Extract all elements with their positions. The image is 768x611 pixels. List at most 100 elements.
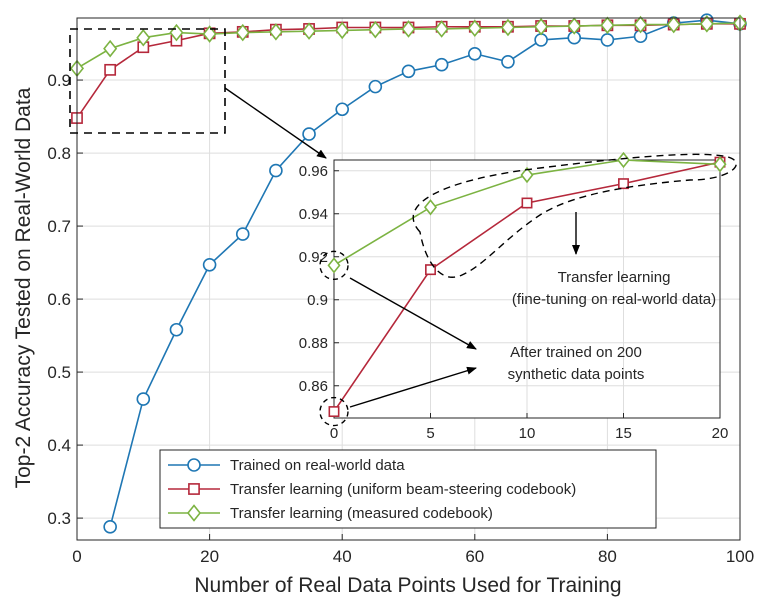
synthetic-annotation-line2: synthetic data points bbox=[508, 366, 645, 383]
data-point-real-data bbox=[434, 57, 449, 72]
inset-x-tick-label: 10 bbox=[519, 425, 536, 442]
inset-data-point-uniform-codebook bbox=[425, 264, 436, 276]
data-point-real-data bbox=[136, 392, 151, 406]
data-point-measured-codebook bbox=[302, 22, 317, 40]
data-point-measured-codebook bbox=[136, 28, 151, 47]
data-point-measured-codebook bbox=[268, 23, 283, 41]
data-point-real-data bbox=[501, 55, 515, 69]
start-point-circle-measured bbox=[319, 250, 349, 281]
legend-entry-real-data: Trained on real-world data bbox=[168, 457, 405, 474]
y-tick-label: 0.9 bbox=[47, 71, 71, 90]
data-point-uniform-codebook bbox=[104, 63, 117, 76]
main-series bbox=[69, 13, 748, 534]
data-point-real-data bbox=[401, 64, 416, 79]
y-tick-label: 0.6 bbox=[47, 290, 71, 309]
plot-frame bbox=[76, 17, 741, 541]
data-point-real-data bbox=[534, 33, 548, 47]
synthetic-arrow-bottom bbox=[349, 366, 477, 408]
inset-data-point-measured-codebook bbox=[713, 156, 727, 173]
data-point-real-data bbox=[169, 322, 184, 337]
data-point-measured-codebook bbox=[401, 20, 416, 38]
x-tick-label: 40 bbox=[333, 547, 352, 566]
inset-y-tick-label: 0.96 bbox=[299, 163, 328, 180]
x-tick-label: 20 bbox=[200, 547, 219, 566]
inset-x-tick-label: 0 bbox=[330, 425, 338, 442]
legend-entry-uniform-codebook: Transfer learning (uniform beam-steering… bbox=[168, 481, 576, 498]
inset-data-point-measured-codebook bbox=[423, 199, 438, 216]
data-point-real-data bbox=[368, 79, 383, 94]
x-tick-label: 0 bbox=[72, 547, 81, 566]
inset-y-tick-label: 0.86 bbox=[299, 378, 328, 395]
data-point-measured-codebook bbox=[202, 25, 217, 43]
legend-swatch-marker bbox=[188, 483, 200, 495]
inset-data-point-uniform-codebook bbox=[521, 197, 533, 209]
inset-x-tick-label: 20 bbox=[712, 425, 729, 442]
data-point-measured-codebook bbox=[235, 23, 250, 42]
transfer-learning-annotation-line1: Transfer learning bbox=[558, 269, 671, 286]
inset-data-point-uniform-codebook bbox=[618, 178, 629, 190]
data-point-measured-codebook bbox=[567, 17, 582, 35]
data-point-measured-codebook bbox=[368, 20, 383, 39]
data-point-measured-codebook bbox=[467, 19, 482, 38]
legend-box bbox=[159, 449, 657, 529]
y-tick-label: 0.8 bbox=[47, 144, 71, 163]
data-point-real-data bbox=[302, 127, 316, 141]
synthetic-annotation-line1: After trained on 200 bbox=[510, 344, 642, 361]
inset-y-tick-label: 0.94 bbox=[299, 206, 328, 223]
legend-swatch-marker bbox=[187, 458, 201, 472]
inset-data-point-measured-codebook bbox=[520, 166, 534, 184]
x-tick-label: 80 bbox=[598, 547, 617, 566]
inset-x-tick-label: 5 bbox=[426, 425, 434, 442]
data-point-measured-codebook bbox=[666, 15, 681, 34]
data-point-measured-codebook bbox=[335, 21, 350, 40]
x-axis-label: Number of Real Data Points Used for Trai… bbox=[194, 574, 621, 597]
inset-y-tick-label: 0.92 bbox=[299, 249, 328, 266]
data-point-real-data bbox=[335, 102, 350, 117]
zoom-region-box bbox=[69, 28, 226, 134]
y-tick-label: 0.3 bbox=[47, 509, 71, 528]
transfer-learning-annotation-line2: (fine-tuning on real-world data) bbox=[512, 291, 716, 308]
transfer-learning-ellipse bbox=[412, 153, 737, 278]
inset-x-tick-label: 15 bbox=[615, 425, 632, 442]
series-measured-codebook bbox=[69, 14, 748, 78]
legend-label: Transfer learning (uniform beam-steering… bbox=[230, 481, 576, 498]
data-point-real-data bbox=[103, 520, 117, 534]
synthetic-arrow-top bbox=[349, 277, 477, 350]
inset-plot: 0 5 10 15 20 0.86 0.88 0.9 0.92 0.94 0.96 bbox=[299, 151, 729, 442]
zoom-arrow bbox=[224, 87, 327, 159]
inset-frame bbox=[333, 159, 721, 419]
data-point-measured-codebook bbox=[633, 15, 648, 34]
legend: Trained on real-world data Transfer learn… bbox=[159, 449, 657, 529]
data-point-real-data bbox=[467, 46, 482, 61]
annotation-layer: Transfer learning (fine-tuning on real-wo… bbox=[224, 87, 737, 427]
data-point-measured-codebook bbox=[534, 17, 549, 36]
data-point-measured-codebook bbox=[600, 16, 615, 35]
y-tick-label: 0.4 bbox=[47, 436, 71, 455]
inset-y-tick-label: 0.9 bbox=[307, 292, 328, 309]
main-axes bbox=[76, 17, 741, 541]
inset-series-measured-codebook bbox=[327, 151, 727, 274]
start-point-circle-uniform bbox=[319, 396, 349, 427]
x-tick-label: 100 bbox=[726, 547, 754, 566]
legend-entry-measured-codebook: Transfer learning (measured codebook) bbox=[168, 504, 493, 522]
x-tick-label: 60 bbox=[465, 547, 484, 566]
inset-y-tick-label: 0.88 bbox=[299, 335, 328, 352]
data-point-measured-codebook bbox=[103, 39, 118, 58]
legend-swatch-marker bbox=[186, 504, 202, 522]
data-point-measured-codebook bbox=[500, 18, 515, 37]
data-point-measured-codebook bbox=[699, 15, 714, 33]
data-point-real-data bbox=[600, 33, 615, 47]
y-tick-label: 0.5 bbox=[47, 363, 71, 382]
data-point-real-data bbox=[235, 227, 250, 241]
y-tick-label: 0.7 bbox=[47, 217, 71, 236]
legend-label: Trained on real-world data bbox=[230, 457, 405, 474]
data-point-measured-codebook bbox=[434, 20, 449, 38]
legend-label: Transfer learning (measured codebook) bbox=[230, 505, 493, 522]
y-axis-label: Top-2 Accuracy Tested on Real-World Data bbox=[12, 87, 35, 488]
data-point-real-data bbox=[269, 163, 283, 178]
inset-data-point-measured-codebook bbox=[327, 257, 341, 274]
inset-data-point-uniform-codebook bbox=[328, 406, 340, 418]
